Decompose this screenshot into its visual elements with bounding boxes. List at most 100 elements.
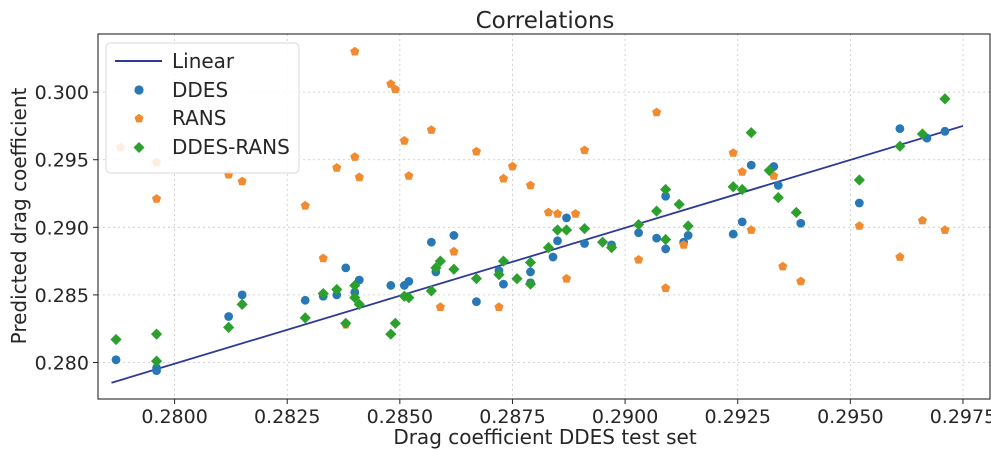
y-axis-label: Predicted drag coefficient <box>7 87 31 344</box>
point-rans <box>895 252 905 261</box>
y-axis: 0.280 0.285 0.290 0.295 0.300 <box>35 82 98 375</box>
point-ddes-rans <box>916 128 929 140</box>
y-tick-label: 0.280 <box>35 353 89 375</box>
point-ddes <box>683 231 693 240</box>
point-ddes-rans <box>596 236 609 248</box>
point-ddes-rans <box>353 298 365 310</box>
point-ddes <box>472 297 481 307</box>
point-rans <box>498 173 508 183</box>
point-rans <box>152 194 162 203</box>
point-rans <box>652 107 662 117</box>
point-rans <box>471 146 481 156</box>
point-ddes-rans <box>389 317 401 329</box>
y-tick-label: 0.285 <box>35 285 89 307</box>
point-ddes <box>300 295 310 305</box>
point-ddes <box>854 198 864 208</box>
point-rans <box>525 180 535 190</box>
point-ddes-rans <box>434 255 446 267</box>
point-ddes-rans <box>660 183 672 196</box>
point-ddes-rans <box>110 333 122 346</box>
point-ddes-rans <box>524 256 537 269</box>
point-ddes <box>152 363 161 373</box>
point-ddes <box>224 312 234 321</box>
x-tick-label: 0.2875 <box>479 406 545 428</box>
point-ddes-rans <box>790 206 802 219</box>
point-ddes-rans <box>349 292 361 304</box>
grid <box>98 34 990 399</box>
legend-marker-ddes-rans <box>133 142 145 153</box>
point-ddes <box>728 229 738 239</box>
point-ddes <box>341 263 351 273</box>
x-tick-label: 0.2925 <box>704 406 770 428</box>
point-ddes-rans <box>349 279 361 292</box>
point-ddes-rans <box>470 273 483 285</box>
point-ddes-rans <box>682 220 694 232</box>
point-ddes-rans <box>448 263 460 275</box>
point-ddes-rans <box>772 191 784 204</box>
point-ddes <box>562 213 571 223</box>
x-tick-label: 0.2825 <box>254 406 320 428</box>
point-ddes-rans <box>939 93 951 105</box>
point-ddes-rans <box>578 223 591 235</box>
x-axis: 0.2800 0.2825 0.2850 0.2875 0.2900 0.2925 0.29… <box>141 399 991 428</box>
point-ddes-rans <box>745 127 757 139</box>
point-ddes-rans <box>551 224 564 236</box>
point-ddes <box>449 231 459 240</box>
point-ddes-rans <box>542 241 555 254</box>
point-rans <box>386 79 396 88</box>
point-ddes-rans <box>736 183 748 196</box>
point-rans <box>318 253 328 263</box>
y-tick-label: 0.290 <box>35 217 89 239</box>
point-rans <box>634 255 644 264</box>
legend-label-linear: Linear <box>172 49 235 73</box>
point-rans <box>507 161 517 171</box>
point-ddes <box>404 276 414 286</box>
point-rans <box>562 273 572 283</box>
point-rans <box>917 215 927 225</box>
point-ddes <box>580 239 589 248</box>
legend-marker-rans <box>134 113 144 123</box>
point-rans <box>679 240 689 249</box>
point-rans <box>237 176 247 186</box>
point-ddes <box>773 181 783 190</box>
point-ddes <box>634 228 644 238</box>
series-line-linear <box>111 125 964 384</box>
point-rans <box>778 261 788 271</box>
x-tick-label: 0.2800 <box>141 406 207 428</box>
point-ddes-rans <box>331 283 343 296</box>
point-ddes <box>237 290 247 300</box>
point-rans <box>404 171 414 180</box>
point-rans <box>426 125 436 134</box>
point-ddes <box>426 237 436 247</box>
point-rans <box>332 163 342 172</box>
point-ddes-rans <box>511 273 523 285</box>
point-ddes-rans <box>763 164 775 177</box>
point-ddes-rans <box>633 219 645 231</box>
x-tick-label: 0.2850 <box>367 406 433 428</box>
point-ddes <box>499 279 508 289</box>
point-ddes-rans <box>660 233 672 246</box>
point-ddes-rans <box>727 181 739 193</box>
point-ddes <box>895 124 905 134</box>
point-ddes <box>548 252 558 262</box>
point-ddes-rans <box>560 224 573 236</box>
point-ddes-rans <box>497 255 510 267</box>
point-ddes-rans <box>524 278 537 290</box>
x-tick-label: 0.2975 <box>930 406 991 428</box>
y-tick-label: 0.300 <box>35 82 89 104</box>
x-axis-label: Drag coefficient DDES test set <box>393 425 697 449</box>
point-rans <box>350 152 360 161</box>
point-ddes <box>940 126 950 136</box>
point-rans <box>494 302 504 311</box>
point-ddes-rans <box>403 292 415 304</box>
point-ddes <box>652 233 662 243</box>
point-ddes-rans <box>398 290 410 302</box>
point-ddes-rans <box>853 174 865 186</box>
point-ddes-rans <box>340 317 352 329</box>
legend-box <box>105 42 300 174</box>
point-ddes <box>553 236 562 246</box>
point-ddes-rans <box>425 285 437 297</box>
legend-label-ddes: DDES <box>172 78 228 102</box>
point-rans <box>300 200 310 210</box>
point-rans <box>746 225 756 234</box>
